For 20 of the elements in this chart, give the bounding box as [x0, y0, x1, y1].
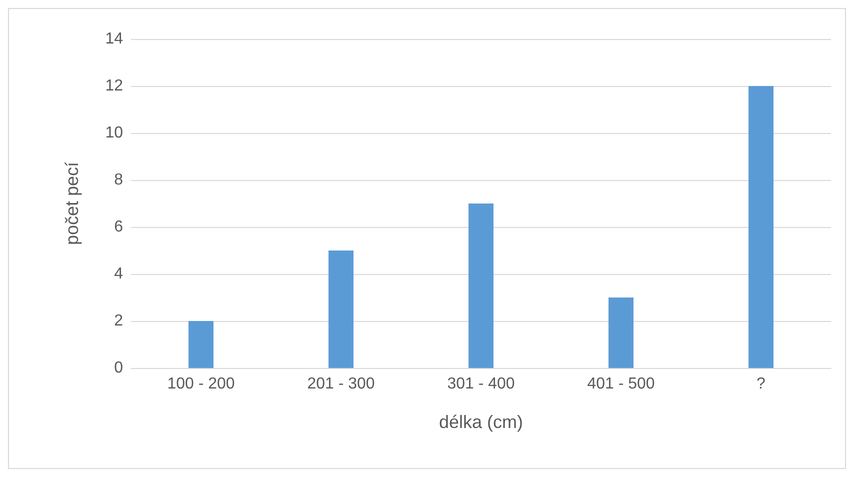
bar	[468, 204, 494, 368]
y-tick-label: 8	[114, 172, 124, 188]
y-tick-label: 0	[114, 360, 124, 376]
bar	[748, 86, 774, 368]
y-tick-label: 12	[105, 78, 124, 94]
x-tick-label: ?	[756, 376, 766, 392]
y-tick-label: 4	[114, 266, 124, 282]
y-tick-label: 2	[114, 312, 124, 330]
bar	[608, 298, 634, 368]
x-tick-label: 401 - 500	[587, 376, 655, 392]
y-tick-label: 14	[105, 30, 124, 48]
x-axis-title: délka (cm)	[438, 412, 524, 432]
y-tick-label: 10	[105, 124, 124, 142]
x-tick-label: 301 - 400	[447, 376, 515, 392]
x-tick-label: 100 - 200	[167, 376, 235, 392]
x-tick-label: 201 - 300	[307, 376, 375, 392]
y-axis-title: počet pecí	[62, 162, 82, 246]
bar	[328, 250, 354, 368]
bar	[188, 321, 214, 368]
y-tick-label: 6	[114, 218, 124, 236]
